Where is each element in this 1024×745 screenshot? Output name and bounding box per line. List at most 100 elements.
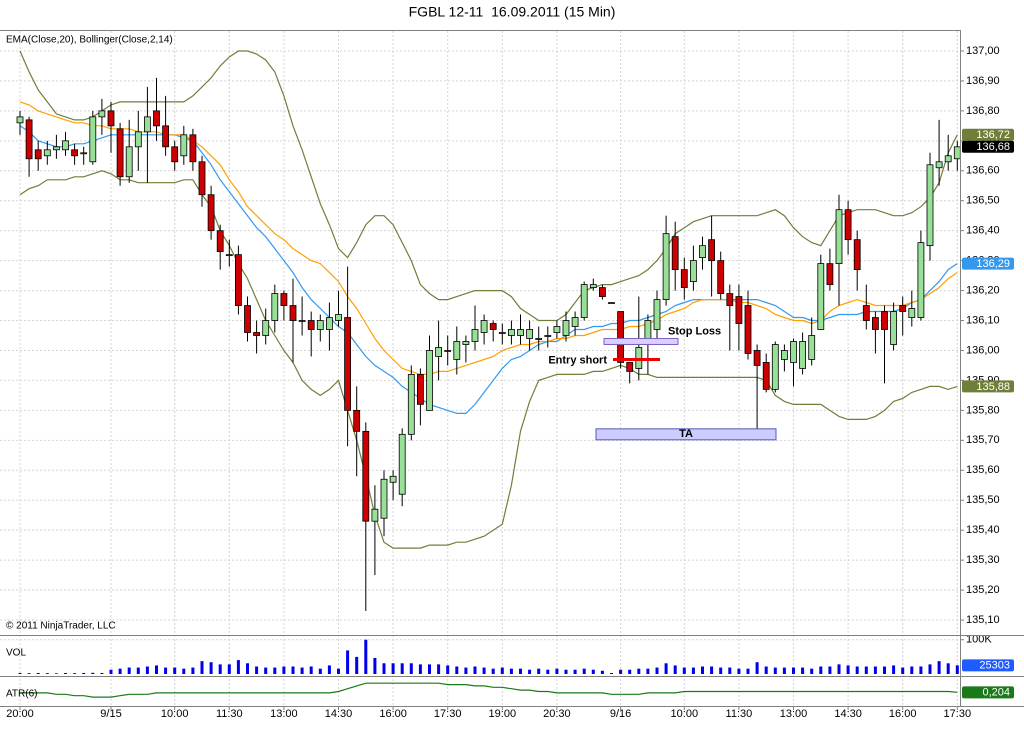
candle-body	[471, 329, 479, 342]
volume-bar	[127, 667, 131, 674]
x-tick-label: 10:00	[671, 708, 699, 720]
volume-bar	[91, 672, 95, 674]
candle-body	[143, 116, 151, 133]
candle-body	[872, 317, 879, 330]
volume-bar	[883, 666, 886, 674]
volume-bar	[218, 664, 222, 674]
candle-body	[553, 326, 561, 333]
volume-bar	[227, 664, 231, 674]
y-tick-label: 135,30	[966, 554, 1000, 566]
candle-body	[599, 287, 606, 297]
candle-body	[34, 149, 42, 160]
x-tick-label: 17:30	[944, 708, 972, 720]
y-tick-label: 136,60	[966, 165, 1000, 177]
atr-label: ATR(6)	[6, 689, 37, 700]
candle-body	[362, 430, 370, 522]
candle-body	[198, 161, 206, 196]
x-tick-label: 20:30	[543, 708, 571, 720]
candle-body	[862, 305, 870, 321]
volume-bar	[473, 666, 477, 674]
price-tag-label: 135,88	[976, 381, 1010, 393]
y-tick-label: 135,40	[966, 524, 1000, 536]
volume-label: VOL	[6, 648, 26, 659]
volume-bar	[82, 672, 86, 674]
candle-body	[189, 134, 197, 163]
copyright: © 2011 NinjaTrader, LLC	[6, 621, 116, 632]
volume-bar	[428, 664, 431, 674]
volume-bar	[482, 667, 486, 674]
volume-bar	[391, 663, 395, 674]
candle-body	[835, 209, 843, 265]
volume-bar	[892, 665, 896, 674]
candle-body	[953, 146, 961, 160]
candle-body	[25, 119, 33, 160]
volume-bar	[782, 667, 786, 674]
volume-bar	[837, 664, 841, 674]
volume-bar	[346, 650, 350, 674]
volume-bar	[382, 663, 386, 674]
x-tick-label: 14:30	[325, 708, 353, 720]
candle-body	[826, 263, 834, 285]
volume-bar	[546, 669, 550, 674]
candle-body	[89, 116, 97, 163]
volume-bar	[337, 668, 340, 674]
candle-body	[489, 323, 497, 330]
candle-body	[344, 317, 352, 411]
candle-body	[617, 311, 624, 363]
volume-bar	[100, 672, 104, 674]
volume-bar	[819, 666, 823, 674]
candle-body	[271, 293, 279, 321]
candle-body	[416, 374, 424, 405]
volume-bar	[573, 669, 577, 674]
volume-bar	[437, 664, 441, 674]
volume-bar	[910, 666, 914, 674]
stop-loss-box	[603, 337, 679, 345]
candle-body	[98, 110, 106, 118]
target-label: TA	[679, 428, 693, 440]
volume-bar	[145, 666, 149, 674]
volume-bar	[773, 667, 777, 674]
candle-body	[762, 362, 770, 390]
y-tick-label: 136,90	[966, 75, 1000, 87]
stop-loss-label: Stop Loss	[668, 325, 721, 337]
volume-bar	[901, 667, 905, 674]
volume-bar	[628, 669, 632, 674]
volume-bar	[855, 666, 859, 674]
volume-bar	[582, 668, 586, 674]
x-tick-label: 11:30	[216, 708, 243, 720]
volume-bar	[600, 670, 604, 674]
candle-body	[380, 478, 388, 519]
y-tick-label: 136,50	[966, 195, 1000, 207]
candle-body	[890, 311, 897, 345]
volume-bar	[446, 665, 450, 674]
volume-bar	[682, 667, 686, 674]
candle-body	[426, 350, 433, 411]
volume-bar	[619, 669, 623, 674]
volume-bar	[564, 669, 568, 674]
y-tick-label: 100K	[966, 634, 992, 646]
candle-body	[171, 146, 179, 163]
candle-body	[771, 344, 779, 390]
volume-bar	[45, 673, 49, 674]
volume-bar	[109, 669, 113, 674]
candle-body	[735, 296, 743, 324]
y-tick-label: 135,60	[966, 464, 1000, 476]
candle-body	[753, 350, 761, 366]
entry-label: Entry short	[548, 354, 607, 366]
candle-body	[244, 305, 251, 333]
candle-body	[744, 305, 752, 354]
price-tag-label: 136,72	[976, 129, 1010, 141]
y-tick-label: 136,80	[966, 105, 1000, 117]
candle-body	[153, 110, 160, 127]
price-tag	[962, 140, 1014, 153]
candle-body	[353, 409, 361, 432]
volume-bar	[691, 667, 695, 674]
candle-body	[325, 317, 333, 330]
volume-bar	[810, 668, 814, 674]
candle-body	[407, 374, 415, 435]
volume-bar	[464, 667, 468, 674]
volume-bar	[136, 667, 140, 674]
volume-bar	[491, 668, 495, 674]
volume-bar	[664, 663, 668, 674]
volume-bar	[291, 666, 295, 674]
